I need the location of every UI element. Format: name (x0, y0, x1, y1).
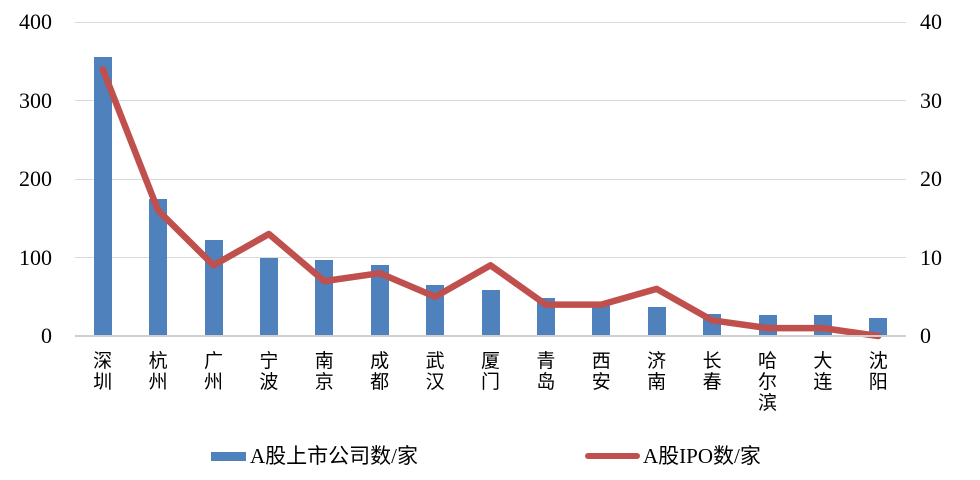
x-axis-label-成都: 成都 (370, 351, 390, 393)
bar-宁波 (259, 257, 278, 336)
gridline (75, 100, 906, 101)
gridline (75, 178, 906, 180)
x-axis-label-哈尔滨: 哈尔滨 (757, 351, 778, 414)
plot-area (75, 21, 906, 340)
x-axis-label-西安: 西安 (591, 351, 611, 393)
y-axis-right-tick: 20 (920, 166, 942, 191)
bar-厦门 (481, 290, 500, 336)
bar-沈阳 (869, 317, 888, 336)
x-axis-label-南京: 南京 (314, 351, 334, 393)
y-axis-left-tick: 200 (19, 166, 52, 191)
bar-西安 (592, 304, 611, 336)
line-series-swatch (585, 453, 640, 459)
x-axis-label-广州: 广州 (203, 351, 224, 393)
x-axis-label-武汉: 武汉 (425, 351, 445, 393)
x-axis-label-青岛: 青岛 (536, 351, 556, 393)
x-axis-label-沈阳: 沈阳 (868, 351, 888, 393)
gridline (75, 257, 906, 258)
legend-item-bar: A股上市公司数/家 (211, 442, 418, 470)
x-axis-label-大连: 大连 (813, 351, 833, 393)
y-axis-right-tick: 40 (920, 9, 942, 34)
y-axis-left-tick: 300 (19, 87, 52, 113)
line-path (99, 65, 882, 340)
legend-item-line: A股IPO数/家 (585, 442, 761, 470)
bar-深圳 (93, 57, 112, 336)
x-axis-label-厦门: 厦门 (480, 351, 501, 393)
bar-济南 (647, 306, 666, 336)
x-axis-label-宁波: 宁波 (259, 351, 279, 393)
y-axis-right-tick: 10 (920, 244, 942, 270)
y-axis-left-tick: 400 (19, 9, 52, 34)
y-axis-left-tick: 100 (19, 244, 52, 270)
line-series (99, 65, 882, 340)
y-axis-left-tick: 0 (41, 323, 52, 348)
bar-杭州 (149, 198, 168, 336)
y-axis-right-tick: 30 (920, 87, 942, 113)
x-axis-label-深圳: 深圳 (93, 351, 113, 393)
gridline (75, 21, 906, 23)
x-axis-label-杭州: 杭州 (148, 351, 168, 393)
x-axis-label-长春: 长春 (702, 351, 722, 393)
legend: A股上市公司数/家 A股IPO数/家 (0, 442, 980, 472)
legend-label-bar: A股上市公司数/家 (250, 444, 418, 468)
x-axis-label-济南: 济南 (647, 351, 667, 393)
y-axis-right-tick: 0 (920, 323, 931, 348)
bar-series-swatch (211, 451, 246, 461)
bar-成都 (370, 265, 389, 336)
legend-label-line: A股IPO数/家 (643, 444, 761, 468)
x-axis-line (75, 335, 906, 337)
